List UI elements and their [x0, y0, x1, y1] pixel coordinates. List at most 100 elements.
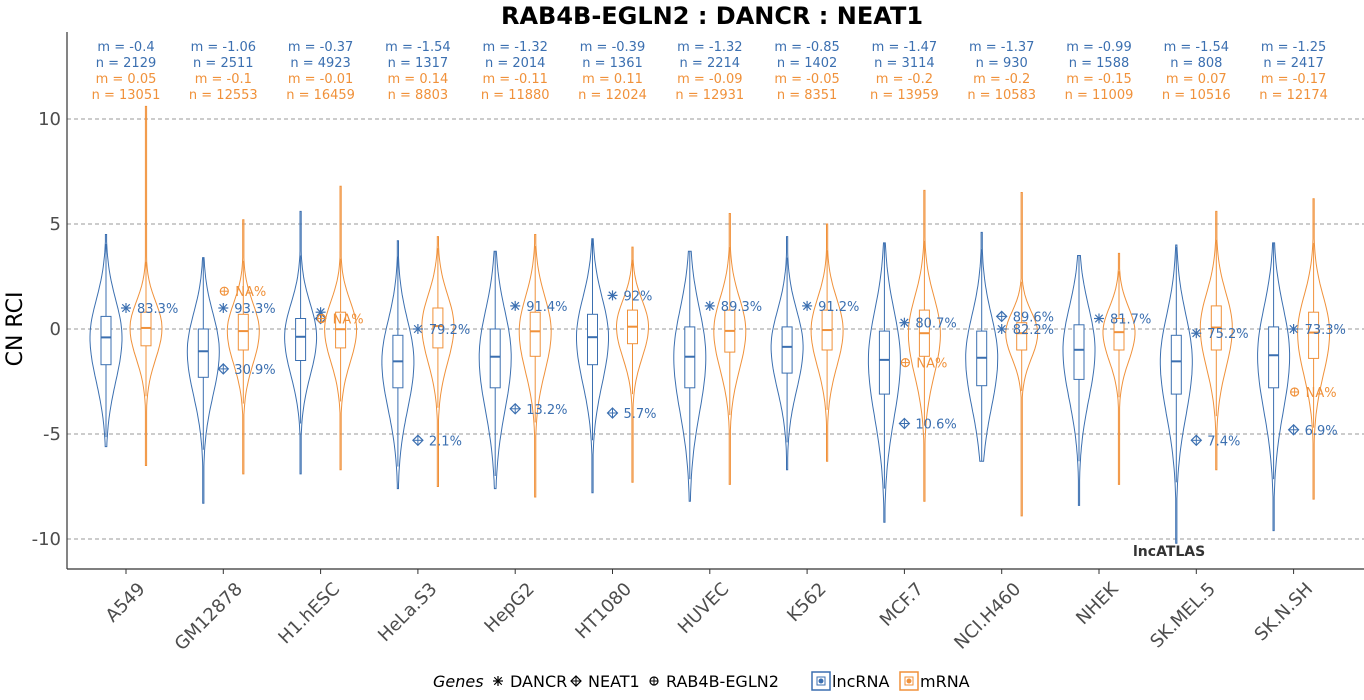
legend-gene-label: DANCR [510, 672, 567, 691]
stat-n: n = 12553 [189, 88, 258, 103]
stat-m: m = -1.54 [385, 40, 450, 55]
stat-m: m = -0.05 [774, 72, 839, 87]
stat-n: n = 10516 [1162, 88, 1231, 103]
violin-lncrna [89, 234, 123, 448]
stat-m: m = -1.06 [191, 40, 256, 55]
x-tick-label: NHEK [1072, 578, 1123, 629]
gene-label: 83.3% [137, 302, 178, 317]
gene-label: NA% [235, 285, 266, 300]
gene-point-NEAT1 [509, 402, 522, 415]
stat-m: m = -0.01 [288, 72, 353, 87]
gene-point-DANCR [607, 290, 618, 301]
gene-point-NEAT1 [1287, 423, 1300, 436]
stat-n: n = 4923 [290, 56, 350, 71]
x-tick-label: SK.MEL.5 [1146, 579, 1220, 653]
x-tick-label: HUVEC [674, 579, 733, 638]
violin-mrna [421, 236, 455, 487]
stat-n: n = 16459 [286, 88, 355, 103]
stat-m: m = -0.99 [1066, 40, 1131, 55]
gene-label: 91.4% [526, 300, 567, 315]
stat-m: m = -0.17 [1261, 72, 1326, 87]
stat-n: n = 2417 [1263, 56, 1323, 71]
stat-n: n = 1317 [388, 56, 448, 71]
mrna-box [432, 307, 444, 349]
group-SK.N.SH: 73.3% 6.9% NA% [1257, 198, 1346, 532]
violin-mrna [907, 189, 941, 502]
gene-point-NEAT1 [606, 407, 619, 419]
violin-lncrna [478, 250, 512, 490]
gene-label: 80.7% [915, 317, 956, 332]
lncrna-box [878, 330, 890, 395]
y-tick-label: -10 [32, 529, 61, 550]
group-HUVEC: 89.3% [673, 213, 762, 502]
gene-label: 81.7% [1110, 313, 1151, 328]
stat-n: n = 2014 [485, 56, 545, 71]
violin-lncrna [576, 238, 609, 494]
gene-label: 89.6% [1013, 310, 1054, 325]
stat-n: n = 2129 [96, 56, 156, 71]
stat-n: n = 3114 [874, 56, 934, 71]
mrna-box [1016, 322, 1028, 351]
gene-point-DANCR [121, 303, 131, 313]
x-tick-label: HT1080 [571, 579, 636, 644]
legend-key-lncRNA [811, 671, 831, 691]
group-NCI.H460: 82.2%89.6% [965, 192, 1054, 517]
gene-label: 6.9% [1305, 424, 1338, 439]
group-MCF.7: 80.7% 10.6% NA% [867, 189, 957, 523]
violin-mrna [129, 105, 163, 466]
legend-marker-NEAT1 [570, 675, 582, 687]
violin-mrna [1005, 192, 1039, 517]
stat-n: n = 12024 [578, 88, 647, 103]
stat-m: m = -1.47 [872, 40, 937, 55]
stat-m: m = 0.11 [582, 72, 643, 87]
gene-label: 91.2% [818, 300, 859, 315]
stat-m: m = -0.4 [97, 40, 154, 55]
legend-key-mRNA [899, 671, 919, 691]
stat-n: n = 2214 [680, 56, 740, 71]
stat-m: m = -0.2 [973, 72, 1030, 87]
x-tick-label: MCF.7 [876, 579, 928, 631]
gene-label: 79.2% [429, 323, 470, 338]
x-tick-label: SK.N.SH [1251, 579, 1318, 646]
gene-label: 92% [624, 289, 653, 304]
x-tick-label: HepG2 [480, 579, 538, 637]
stat-m: m = -1.32 [677, 40, 742, 55]
x-tick-label: K562 [783, 579, 830, 626]
gene-point-RAB4B-EGLN2 [219, 286, 229, 296]
stat-n: n = 8351 [777, 88, 837, 103]
gene-point-DANCR [996, 324, 1007, 334]
stat-n: n = 11009 [1065, 88, 1134, 103]
legend-gene-label: NEAT1 [588, 672, 640, 691]
legend-gene-label: RAB4B-EGLN2 [666, 672, 779, 691]
group-GM12878: 93.3% 30.9% NA% [186, 219, 276, 504]
gene-label: 73.3% [1305, 323, 1346, 338]
lncrna-box [100, 315, 112, 366]
group-A549: 83.3% [89, 105, 178, 466]
violin-mrna [1297, 198, 1331, 500]
violin-lncrna [770, 236, 804, 471]
x-tick-labels: A549 GM12878 H1.hESC HeLa.S3 HepG2 HT1080 HUVE… [102, 569, 1317, 655]
gene-point-DANCR [1094, 313, 1104, 324]
lncrna-box [1170, 334, 1182, 395]
x-tick-label: HeLa.S3 [374, 579, 441, 646]
stat-n: n = 13051 [92, 88, 161, 103]
violin-lncrna [673, 250, 707, 502]
stat-m: m = -0.37 [288, 40, 353, 55]
gene-label: 10.6% [915, 418, 956, 433]
violin-lncrna [1062, 255, 1096, 506]
stat-m: m = -1.37 [969, 40, 1034, 55]
axes [66, 32, 1364, 570]
stat-n: n = 1361 [582, 56, 642, 71]
violin-lncrna [284, 210, 318, 475]
violin-lncrna [381, 240, 415, 490]
lncrna-box [489, 328, 501, 389]
violin-lncrna [965, 231, 999, 462]
x-tick-label: GM12878 [171, 579, 247, 655]
mrna-box [237, 313, 249, 351]
stat-n: n = 12931 [675, 88, 744, 103]
legend-marker-RAB4B-EGLN2 [649, 676, 659, 686]
stat-m: m = -0.85 [774, 40, 839, 55]
y-tick-label: 5 [50, 214, 61, 235]
gene-label: NA% [916, 357, 947, 372]
gene-label: 13.2% [526, 403, 567, 418]
